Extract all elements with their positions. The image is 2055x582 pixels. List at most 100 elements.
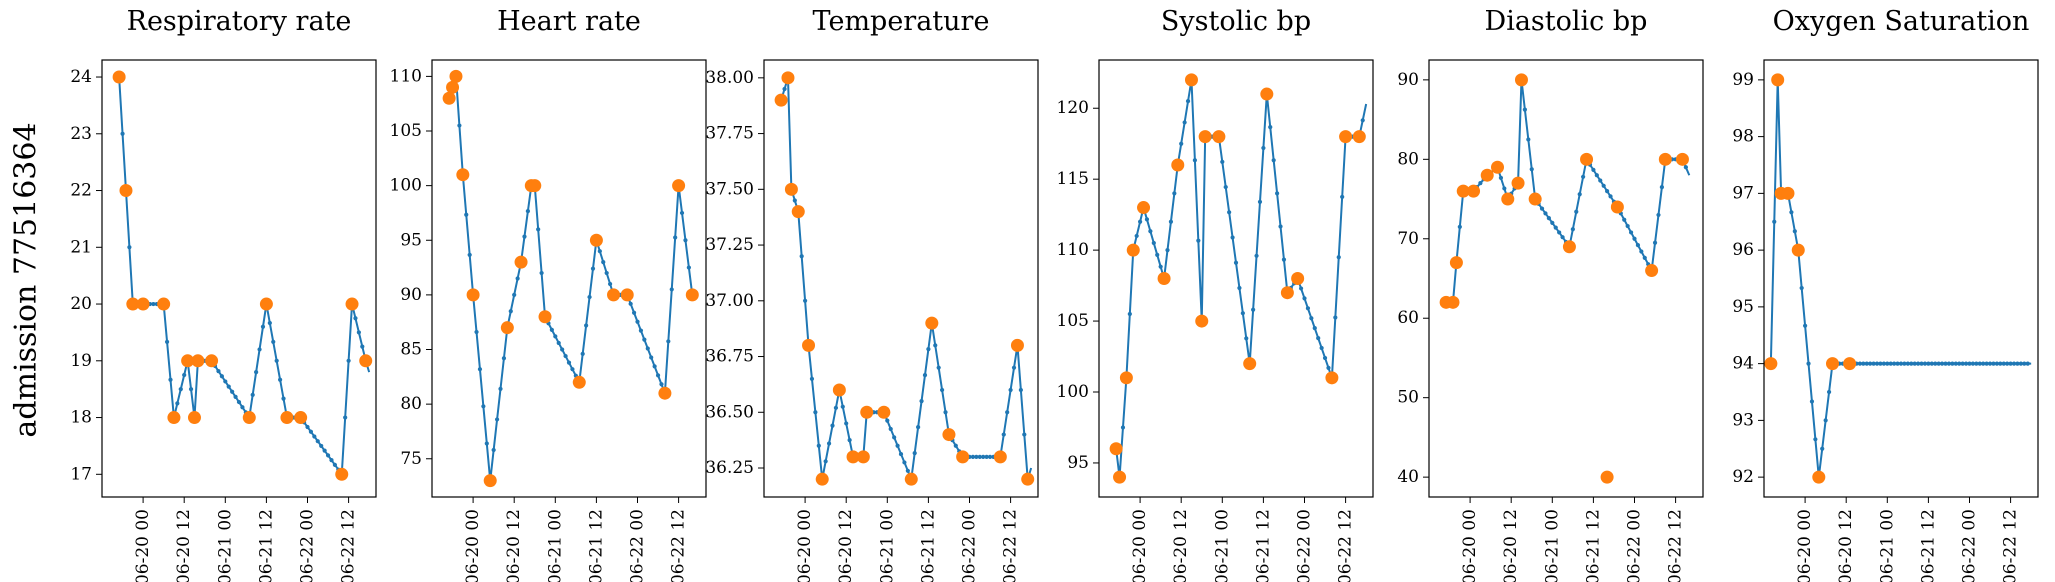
interpolated-point xyxy=(1240,311,1245,316)
interpolated-point xyxy=(1233,260,1239,265)
observation-point xyxy=(500,321,514,335)
interpolated-point xyxy=(481,404,486,409)
interpolated-point xyxy=(1457,224,1462,229)
x-tick-label: 06-20 00 xyxy=(133,509,153,582)
observation-point xyxy=(904,472,918,486)
plot-frame xyxy=(763,59,1039,498)
y-tick-label: 60 xyxy=(1397,308,1419,328)
x-tick-label: 06-20 12 xyxy=(1836,509,1856,582)
x-tick-label: 06-22 12 xyxy=(2001,509,2021,582)
observation-point xyxy=(815,472,829,486)
interpolated-point xyxy=(1625,223,1630,229)
observation-point xyxy=(672,179,686,193)
interpolated-point xyxy=(830,423,835,428)
x-tick-label: 06-21 00 xyxy=(215,509,235,582)
plot-frame xyxy=(101,59,377,498)
interpolated-point xyxy=(1138,219,1143,224)
interpolated-point xyxy=(522,234,527,239)
observation-point xyxy=(1511,176,1525,190)
observation-point xyxy=(1491,160,1504,174)
interpolated-point xyxy=(1574,209,1579,214)
x-tick-label: 06-20 12 xyxy=(504,509,524,582)
interpolated-point xyxy=(230,389,235,394)
observation-point xyxy=(483,474,497,488)
interpolated-point xyxy=(1922,361,1928,366)
interpolated-point xyxy=(1275,191,1280,196)
y-tick-label: 110 xyxy=(390,66,422,86)
interpolated-point xyxy=(1333,315,1338,320)
observation-point xyxy=(1280,286,1294,300)
interpolated-point xyxy=(305,424,310,430)
interpolated-point xyxy=(1251,307,1256,312)
observation-point xyxy=(181,354,195,368)
observation-point xyxy=(446,80,460,94)
interpolated-point xyxy=(329,458,334,463)
observation-point xyxy=(774,93,788,107)
chart-title: Temperature xyxy=(813,6,990,37)
interpolated-point xyxy=(655,373,661,378)
interpolated-point xyxy=(1943,361,1948,366)
observation-point xyxy=(1010,338,1024,352)
interpolated-point xyxy=(254,370,259,375)
y-tick-label: 36.50 xyxy=(705,402,754,422)
observation-point xyxy=(1109,442,1123,456)
interpolated-point xyxy=(1628,230,1634,235)
interpolated-point xyxy=(1871,361,1876,366)
observation-point xyxy=(119,184,133,198)
interpolated-point xyxy=(168,377,173,382)
observation-point xyxy=(658,386,672,400)
x-tick-label: 06-20 00 xyxy=(463,509,483,582)
observation-point xyxy=(1843,357,1857,371)
observation-point xyxy=(1137,201,1151,215)
interpolated-point xyxy=(642,337,647,342)
y-tick-label: 75 xyxy=(400,449,422,469)
observation-point xyxy=(242,411,256,425)
interpolated-point xyxy=(1622,217,1627,222)
interpolated-point xyxy=(981,454,986,459)
y-tick-label: 36.75 xyxy=(705,347,754,367)
observation-point xyxy=(335,467,349,481)
observation-point xyxy=(157,297,171,311)
interpolated-point xyxy=(1227,210,1232,215)
observation-point xyxy=(802,338,816,352)
interpolated-point xyxy=(356,330,361,335)
observation-point xyxy=(1467,184,1481,198)
interpolated-point xyxy=(833,405,839,410)
x-tick-label: 06-22 12 xyxy=(339,509,359,582)
interpolated-point xyxy=(987,454,993,459)
observation-point xyxy=(1456,184,1470,198)
interpolated-point xyxy=(1960,361,1965,366)
interpolated-point xyxy=(2025,361,2030,366)
interpolated-point xyxy=(127,245,132,250)
interpolated-point xyxy=(604,270,609,276)
observation-point xyxy=(1812,470,1826,484)
interpolated-point xyxy=(175,401,180,406)
interpolated-point xyxy=(1529,167,1534,172)
y-tick-label: 100 xyxy=(390,176,422,196)
observation-point xyxy=(589,233,603,247)
observation-point xyxy=(112,70,126,84)
observation-point xyxy=(449,69,463,83)
observation-point xyxy=(1198,130,1212,144)
y-tick-label: 36.25 xyxy=(705,458,754,478)
interpolated-point xyxy=(1881,361,1886,366)
observation-point xyxy=(856,450,870,464)
interpolated-point xyxy=(325,453,331,458)
interpolated-point xyxy=(1916,361,1921,366)
interpolated-point xyxy=(274,358,279,363)
interpolated-point xyxy=(1974,361,1979,366)
x-tick-label: 06-20 12 xyxy=(1171,509,1191,582)
interpolated-point xyxy=(1950,361,1955,366)
interpolated-point xyxy=(281,396,286,401)
interpolated-points xyxy=(447,74,691,483)
plot-frame xyxy=(1763,59,2039,498)
observation-point xyxy=(1562,240,1576,254)
interpolated-point xyxy=(353,316,358,321)
interpolated-point xyxy=(1591,167,1596,173)
interpolated-point xyxy=(1257,199,1263,204)
interpolated-point xyxy=(679,210,685,216)
interpolated-point xyxy=(1581,174,1586,179)
observation-point xyxy=(126,297,140,311)
interpolated-point xyxy=(1970,361,1976,366)
y-tick-label: 37.25 xyxy=(705,235,754,255)
